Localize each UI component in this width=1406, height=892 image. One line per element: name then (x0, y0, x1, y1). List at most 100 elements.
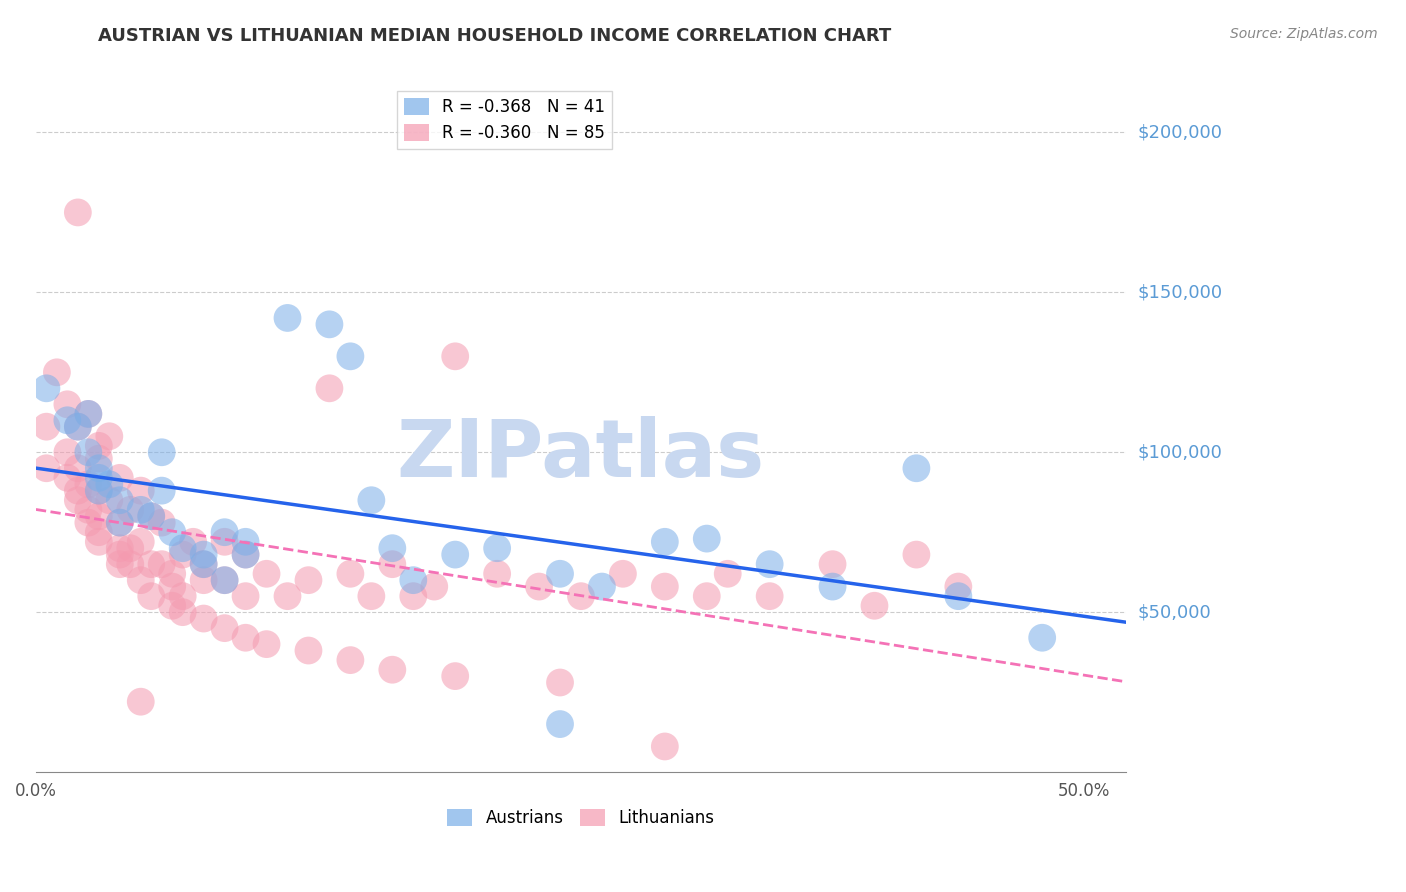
Point (160, 580, 183, 594)
Point (77, 407, 100, 421)
Point (527, 580, 550, 594)
Point (548, 717, 571, 731)
Point (654, 534, 676, 549)
Point (235, 534, 257, 549)
Point (35, 461, 58, 475)
Point (77, 477, 100, 491)
Point (87, 509, 110, 524)
Point (402, 573, 425, 587)
Point (402, 589, 425, 603)
Point (235, 589, 257, 603)
Point (235, 548, 257, 562)
Point (98, 493, 121, 508)
Point (172, 589, 194, 603)
Point (1031, 631, 1053, 645)
Point (150, 557, 173, 571)
Point (297, 573, 319, 587)
Point (129, 483, 152, 498)
Point (193, 557, 215, 571)
Point (297, 643, 319, 657)
Point (87, 439, 110, 453)
Point (256, 566, 278, 581)
Point (129, 695, 152, 709)
Point (381, 663, 404, 677)
Point (141, 589, 163, 603)
Point (129, 573, 152, 587)
Text: $200,000: $200,000 (1137, 123, 1222, 142)
Point (87, 461, 110, 475)
Point (108, 541, 131, 556)
Point (181, 534, 204, 549)
Point (318, 318, 340, 332)
Point (108, 493, 131, 508)
Text: ZIPatlas: ZIPatlas (396, 417, 765, 494)
Point (193, 611, 215, 625)
Point (486, 541, 509, 556)
Point (276, 310, 298, 325)
Point (360, 589, 382, 603)
Point (948, 589, 970, 603)
Point (56, 397, 79, 411)
Point (235, 548, 257, 562)
Point (129, 503, 152, 517)
Point (235, 631, 257, 645)
Point (35, 419, 58, 434)
Point (360, 493, 382, 508)
Legend: Austrians, Lithuanians: Austrians, Lithuanians (440, 803, 721, 834)
Point (98, 429, 121, 443)
Point (339, 653, 361, 667)
Point (172, 548, 194, 562)
Point (381, 541, 404, 556)
Point (256, 637, 278, 651)
Point (276, 589, 298, 603)
Point (141, 509, 163, 524)
Point (486, 566, 509, 581)
Point (120, 503, 142, 517)
Point (66, 493, 89, 508)
Point (654, 580, 676, 594)
Point (87, 534, 110, 549)
Point (863, 599, 886, 613)
Point (129, 534, 152, 549)
Point (66, 419, 89, 434)
Point (77, 516, 100, 530)
Point (108, 516, 131, 530)
Point (548, 675, 571, 690)
Point (696, 589, 718, 603)
Point (905, 548, 928, 562)
Point (423, 580, 446, 594)
Text: $100,000: $100,000 (1137, 443, 1222, 461)
Point (160, 599, 183, 613)
Point (108, 471, 131, 485)
Point (612, 566, 634, 581)
Point (193, 548, 215, 562)
Text: $50,000: $50,000 (1137, 603, 1211, 621)
Text: AUSTRIAN VS LITHUANIAN MEDIAN HOUSEHOLD INCOME CORRELATION CHART: AUSTRIAN VS LITHUANIAN MEDIAN HOUSEHOLD … (98, 27, 891, 45)
Point (821, 580, 844, 594)
Point (654, 739, 676, 754)
Point (45, 365, 67, 379)
Point (193, 557, 215, 571)
Point (948, 580, 970, 594)
Point (160, 525, 183, 540)
Point (35, 381, 58, 395)
Point (548, 566, 571, 581)
Point (696, 532, 718, 546)
Point (120, 557, 142, 571)
Point (444, 548, 467, 562)
Point (141, 509, 163, 524)
Point (821, 557, 844, 571)
Point (160, 566, 183, 581)
Point (444, 669, 467, 683)
Point (339, 566, 361, 581)
Point (214, 525, 236, 540)
Point (172, 605, 194, 619)
Point (108, 548, 131, 562)
Point (77, 445, 100, 459)
Point (591, 580, 613, 594)
Point (318, 381, 340, 395)
Point (193, 573, 215, 587)
Point (87, 483, 110, 498)
Point (56, 445, 79, 459)
Point (141, 557, 163, 571)
